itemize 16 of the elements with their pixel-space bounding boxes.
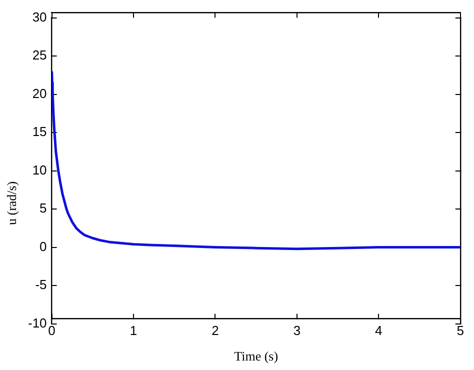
y-axis-title: u (rad/s)	[4, 181, 20, 225]
x-tick-label: 2	[212, 323, 219, 338]
y-tick-label: -10	[28, 315, 47, 330]
y-tick-label: 15	[32, 124, 47, 140]
y-tick-label: 20	[32, 86, 47, 101]
y-tick-label: 25	[32, 48, 47, 63]
x-tick-label: 3	[293, 323, 301, 338]
y-tick-label: -5	[35, 277, 47, 292]
x-tick-label: 5	[456, 323, 464, 338]
x-axis-title: Time (s)	[234, 348, 278, 364]
y-tick-label: 5	[40, 200, 47, 216]
y-tick-label: 30	[32, 9, 47, 24]
y-tick-label: 0	[40, 238, 47, 254]
x-tick-label: 4	[375, 323, 382, 338]
y-tick-label: 10	[32, 162, 47, 178]
x-tick-label: 1	[130, 323, 138, 338]
